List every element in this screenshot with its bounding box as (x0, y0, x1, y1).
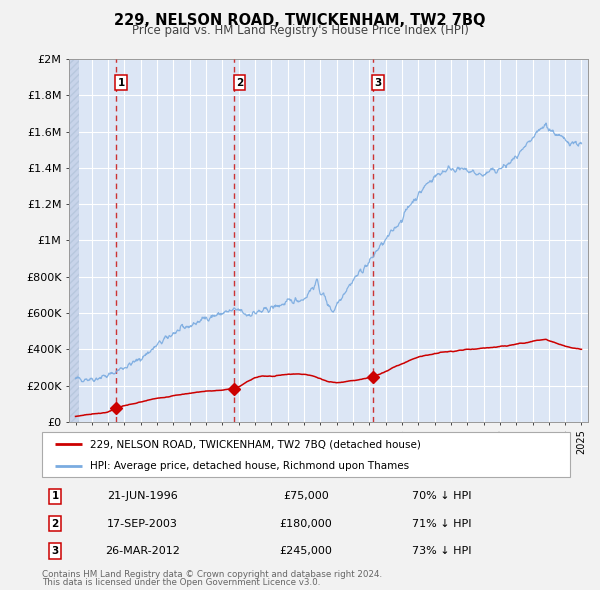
Text: 26-MAR-2012: 26-MAR-2012 (105, 546, 180, 556)
Text: £75,000: £75,000 (283, 491, 329, 501)
Text: 3: 3 (374, 78, 382, 87)
Text: 73% ↓ HPI: 73% ↓ HPI (412, 546, 471, 556)
Text: £245,000: £245,000 (280, 546, 332, 556)
Text: 1: 1 (118, 78, 125, 87)
Text: 229, NELSON ROAD, TWICKENHAM, TW2 7BQ (detached house): 229, NELSON ROAD, TWICKENHAM, TW2 7BQ (d… (89, 440, 421, 450)
Text: 2: 2 (236, 78, 243, 87)
Text: £180,000: £180,000 (280, 519, 332, 529)
Text: 71% ↓ HPI: 71% ↓ HPI (412, 519, 471, 529)
Text: 3: 3 (52, 546, 59, 556)
Text: Price paid vs. HM Land Registry's House Price Index (HPI): Price paid vs. HM Land Registry's House … (131, 24, 469, 37)
Text: This data is licensed under the Open Government Licence v3.0.: This data is licensed under the Open Gov… (42, 578, 320, 587)
Bar (69, 59, 79, 422)
Text: 70% ↓ HPI: 70% ↓ HPI (412, 491, 471, 501)
Text: HPI: Average price, detached house, Richmond upon Thames: HPI: Average price, detached house, Rich… (89, 461, 409, 471)
Text: Contains HM Land Registry data © Crown copyright and database right 2024.: Contains HM Land Registry data © Crown c… (42, 570, 382, 579)
FancyBboxPatch shape (42, 432, 570, 477)
Text: 1: 1 (52, 491, 59, 501)
Text: 2: 2 (52, 519, 59, 529)
Text: 21-JUN-1996: 21-JUN-1996 (107, 491, 178, 501)
Text: 229, NELSON ROAD, TWICKENHAM, TW2 7BQ: 229, NELSON ROAD, TWICKENHAM, TW2 7BQ (114, 12, 486, 28)
Text: 17-SEP-2003: 17-SEP-2003 (107, 519, 178, 529)
